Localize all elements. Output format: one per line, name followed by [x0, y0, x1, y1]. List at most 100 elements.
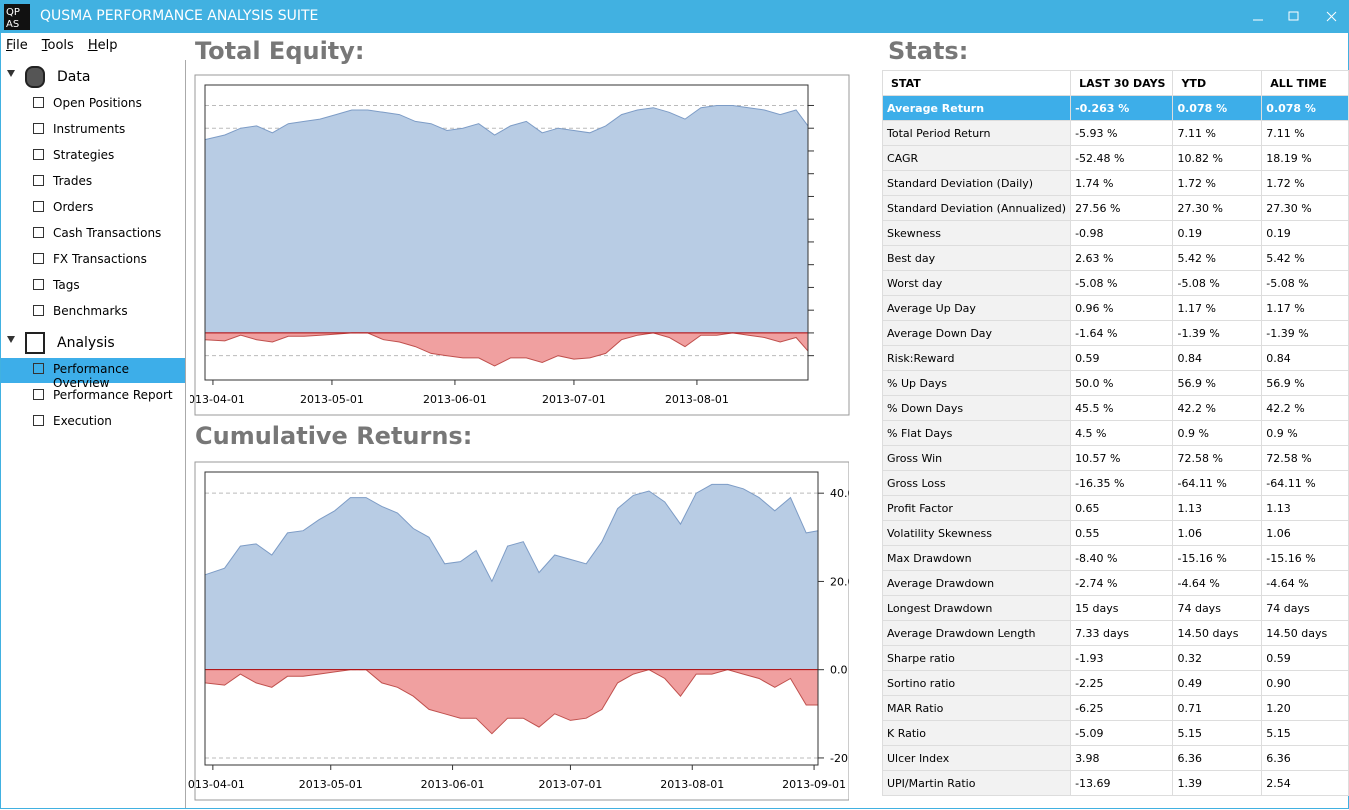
tree-item[interactable]: Benchmarks	[53, 304, 128, 318]
stat-row[interactable]: Ulcer Index 3.98 6.36 6.36	[881, 745, 1349, 771]
stat-cell: 1.20	[1261, 695, 1349, 721]
tree-item[interactable]: Orders	[53, 200, 94, 214]
menu-item[interactable]: File	[6, 38, 28, 53]
stat-row[interactable]: Worst day -5.08 % -5.08 % -5.08 %	[881, 270, 1349, 296]
stat-cell: 72.58 %	[1261, 445, 1349, 471]
stat-cell: -5.08 %	[1172, 270, 1263, 296]
stat-cell: -2.25	[1070, 670, 1174, 696]
stat-row[interactable]: Total Period Return -5.93 % 7.11 % 7.11 %	[881, 120, 1349, 146]
stat-cell: 0.078 %	[1172, 95, 1263, 121]
stat-row[interactable]: % Down Days 45.5 % 42.2 % 42.2 %	[881, 395, 1349, 421]
tree-item[interactable]: Tags	[53, 278, 80, 292]
item-icon	[33, 227, 44, 238]
tree-arrow[interactable]	[7, 70, 15, 77]
stat-cell: -15.16 %	[1172, 545, 1263, 571]
stat-cell: 7.11 %	[1261, 120, 1349, 146]
area	[205, 332, 808, 366]
stat-cell: Best day	[881, 245, 1072, 271]
stat-cell: 74 days	[1261, 595, 1349, 621]
stat-cell: 1.06	[1172, 520, 1263, 546]
stat-row[interactable]: MAR Ratio -6.25 0.71 1.20	[881, 695, 1349, 721]
stat-cell: -5.09	[1070, 720, 1174, 746]
stat-row[interactable]: CAGR -52.48 % 10.82 % 18.19 %	[881, 145, 1349, 171]
stat-cell: 0.078 %	[1261, 95, 1349, 121]
stat-row[interactable]: Longest Drawdown 15 days 74 days 74 days	[881, 595, 1349, 621]
stats-table: STAT LAST 30 DAYS YTD ALL TIME Average Retur…	[881, 70, 1349, 796]
equity-chart: 2013-04-01 2013-05-01 2013-06-01 2013-07-01…	[190, 74, 850, 416]
stat-row[interactable]: Volatility Skewness 0.55 1.06 1.06	[881, 520, 1349, 546]
svg-text:AS: AS	[6, 19, 19, 30]
stat-cell: 0.59	[1070, 345, 1174, 371]
tree-arrow[interactable]	[7, 336, 15, 343]
x-tick-label: 2013-07-01	[538, 778, 602, 791]
stat-cell: 0.9 %	[1172, 420, 1263, 446]
stat-cell: -4.64 %	[1261, 570, 1349, 596]
menu-item[interactable]: Tools	[41, 38, 74, 53]
stat-cell: 0.90	[1261, 670, 1349, 696]
stat-row[interactable]: Average Drawdown -2.74 % -4.64 % -4.64 %	[881, 570, 1349, 596]
stat-cell: 7.11 %	[1172, 120, 1263, 146]
stat-row[interactable]: Sortino ratio -2.25 0.49 0.90	[881, 670, 1349, 696]
stat-row[interactable]: % Flat Days 4.5 % 0.9 % 0.9 %	[881, 420, 1349, 446]
stat-row[interactable]: Best day 2.63 % 5.42 % 5.42 %	[881, 245, 1349, 271]
stat-row[interactable]: Profit Factor 0.65 1.13 1.13	[881, 495, 1349, 521]
stat-row[interactable]: Skewness -0.98 0.19 0.19	[881, 220, 1349, 246]
stat-cell: Average Return	[881, 95, 1072, 121]
stat-cell: 1.72 %	[1261, 170, 1349, 196]
tree-item[interactable]: Performance Report	[53, 388, 173, 402]
stat-row[interactable]: Average Return -0.263 % 0.078 % 0.078 %	[881, 95, 1349, 121]
tree-item[interactable]: Instruments	[53, 122, 126, 136]
stat-cell: -0.263 %	[1070, 95, 1174, 121]
tree-group[interactable]: Analysis	[57, 335, 115, 351]
stat-cell: -52.48 %	[1070, 145, 1174, 171]
stat-row[interactable]: Standard Deviation (Annualized) 27.56 % 27…	[881, 195, 1349, 221]
stat-cell: 14.50 days	[1261, 620, 1349, 646]
area-outline	[204, 332, 809, 367]
stat-row[interactable]: Risk:Reward 0.59 0.84 0.84	[881, 345, 1349, 371]
stat-cell: 0.96 %	[1070, 295, 1174, 321]
stat-cell: 2.63 %	[1070, 245, 1174, 271]
stat-cell: Standard Deviation (Daily)	[881, 170, 1072, 196]
stat-cell: 1.06	[1261, 520, 1349, 546]
stat-row[interactable]: Sharpe ratio -1.93 0.32 0.59	[881, 645, 1349, 671]
stat-row[interactable]: Average Up Day 0.96 % 1.17 % 1.17 %	[881, 295, 1349, 321]
tree-item[interactable]: Performance Overview	[53, 362, 130, 390]
stat-row[interactable]: Average Down Day -1.64 % -1.39 % -1.39 %	[881, 320, 1349, 346]
stat-cell: -5.08 %	[1070, 270, 1174, 296]
menu-item[interactable]: Help	[87, 38, 118, 53]
stat-cell: % Down Days	[881, 395, 1072, 421]
tree-item[interactable]: Cash Transactions	[53, 226, 162, 240]
item-icon	[33, 149, 44, 160]
tree-group[interactable]: Data	[57, 69, 91, 85]
column-header: ALL TIME	[1261, 70, 1349, 96]
tree-item[interactable]: Execution	[53, 414, 112, 428]
stat-row[interactable]: Standard Deviation (Daily) 1.74 % 1.72 % 1.…	[881, 170, 1349, 196]
item-icon	[33, 175, 44, 186]
stat-row[interactable]: Max Drawdown -8.40 % -15.16 % -15.16 %	[881, 545, 1349, 571]
item-icon	[33, 279, 44, 290]
stat-cell: 14.50 days	[1172, 620, 1263, 646]
area	[205, 484, 818, 670]
tree-item[interactable]: Trades	[53, 174, 93, 188]
stat-cell: 18.19 %	[1261, 145, 1349, 171]
tree-item[interactable]: Open Positions	[53, 96, 142, 110]
window-controls[interactable]	[1239, 0, 1349, 33]
stat-cell: -5.93 %	[1070, 120, 1174, 146]
stat-row[interactable]: Average Drawdown Length 7.33 days 14.50 da…	[881, 620, 1349, 646]
x-tick-label: 2013-05-01	[299, 778, 363, 791]
stat-cell: Average Up Day	[881, 295, 1072, 321]
tree-item[interactable]: Strategies	[53, 148, 115, 162]
stat-row[interactable]: % Up Days 50.0 % 56.9 % 56.9 %	[881, 370, 1349, 396]
stat-cell: Skewness	[881, 220, 1072, 246]
tree-item[interactable]: FX Transactions	[53, 252, 147, 266]
stat-cell: -1.39 %	[1261, 320, 1349, 346]
stat-row[interactable]: Gross Win 10.57 % 72.58 % 72.58 %	[881, 445, 1349, 471]
stat-cell: 1.72 %	[1172, 170, 1263, 196]
x-tick-label: 2013-04-01	[190, 393, 245, 406]
item-icon	[33, 389, 44, 400]
stat-row[interactable]: K Ratio -5.09 5.15 5.15	[881, 720, 1349, 746]
stat-cell: 1.13	[1172, 495, 1263, 521]
stat-cell: Volatility Skewness	[881, 520, 1072, 546]
stat-row[interactable]: Gross Loss -16.35 % -64.11 % -64.11 %	[881, 470, 1349, 496]
stat-row[interactable]: UPI/Martin Ratio -13.69 1.39 2.54	[881, 770, 1349, 796]
